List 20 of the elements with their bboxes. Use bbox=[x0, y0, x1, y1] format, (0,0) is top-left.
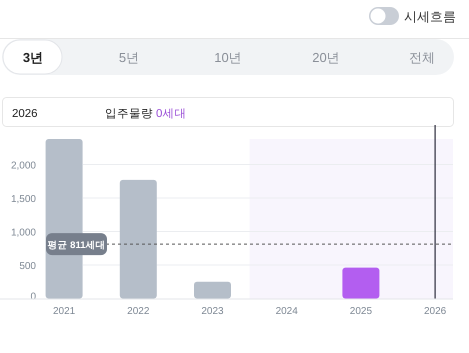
text: 2026 bbox=[12, 108, 38, 120]
text: 입주물량 bbox=[105, 108, 153, 120]
text: 5년 bbox=[118, 50, 140, 65]
text: 0세대 bbox=[156, 108, 186, 120]
x-tick-label: 2022 bbox=[127, 306, 150, 317]
x-tick-label: 2026 bbox=[424, 306, 447, 317]
text: 3년 bbox=[22, 50, 44, 65]
x-tick-label: 2021 bbox=[52, 306, 76, 317]
y-tick-label: 2,000 bbox=[10, 160, 36, 172]
x-tick-label: 2024 bbox=[276, 306, 298, 317]
text: 20년 bbox=[312, 50, 340, 65]
ref-line-label: 평균 811세대 bbox=[48, 240, 106, 252]
text: 시세흐름 bbox=[404, 9, 456, 24]
x-tick-label: 2025 bbox=[350, 306, 372, 317]
y-tick-label: 1,500 bbox=[10, 194, 36, 205]
y-tick-label: 500 bbox=[19, 260, 36, 272]
x-tick-label: 2023 bbox=[201, 306, 224, 317]
y-tick-label: 1,000 bbox=[10, 227, 36, 238]
text: 전체 bbox=[409, 50, 435, 65]
text: 10년 bbox=[214, 50, 242, 65]
